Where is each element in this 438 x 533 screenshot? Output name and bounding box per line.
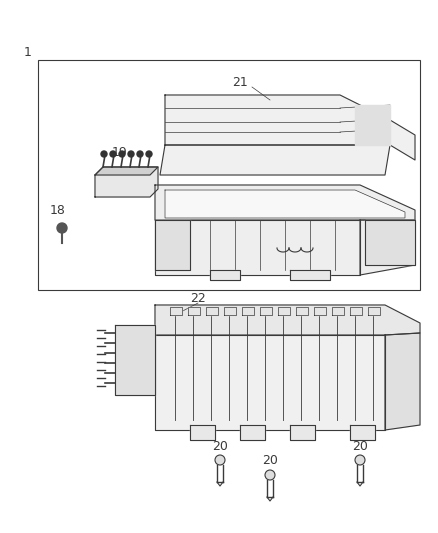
- Polygon shape: [242, 307, 254, 315]
- Polygon shape: [95, 167, 158, 197]
- Polygon shape: [210, 270, 240, 280]
- Polygon shape: [155, 220, 190, 270]
- Polygon shape: [332, 307, 344, 315]
- Polygon shape: [290, 270, 330, 280]
- Circle shape: [101, 151, 107, 157]
- Polygon shape: [360, 220, 415, 275]
- Text: 18: 18: [50, 204, 66, 216]
- Polygon shape: [115, 325, 155, 395]
- Polygon shape: [170, 307, 182, 315]
- Bar: [38, 60, 420, 290]
- Circle shape: [110, 151, 116, 157]
- Circle shape: [215, 455, 225, 465]
- Polygon shape: [155, 335, 385, 430]
- Polygon shape: [165, 95, 390, 145]
- Circle shape: [57, 223, 67, 233]
- Polygon shape: [240, 425, 265, 440]
- Circle shape: [355, 455, 365, 465]
- Polygon shape: [155, 185, 415, 220]
- Polygon shape: [155, 220, 360, 275]
- Text: 20: 20: [212, 440, 228, 453]
- Circle shape: [137, 151, 143, 157]
- Text: 20: 20: [352, 440, 368, 453]
- Polygon shape: [95, 167, 158, 175]
- Text: 1: 1: [24, 45, 32, 59]
- Polygon shape: [160, 145, 390, 175]
- Text: 21: 21: [232, 76, 248, 88]
- Polygon shape: [206, 307, 218, 315]
- Polygon shape: [188, 307, 200, 315]
- Circle shape: [128, 151, 134, 157]
- Text: 20: 20: [262, 455, 278, 467]
- Polygon shape: [260, 307, 272, 315]
- Polygon shape: [368, 307, 380, 315]
- Polygon shape: [350, 307, 362, 315]
- Polygon shape: [350, 425, 375, 440]
- Polygon shape: [390, 120, 415, 160]
- Circle shape: [119, 151, 125, 157]
- Polygon shape: [296, 307, 308, 315]
- Text: 19: 19: [112, 147, 128, 159]
- Polygon shape: [290, 425, 315, 440]
- Polygon shape: [355, 105, 390, 145]
- Polygon shape: [314, 307, 326, 315]
- Polygon shape: [190, 425, 215, 440]
- Circle shape: [146, 151, 152, 157]
- Circle shape: [265, 470, 275, 480]
- Polygon shape: [278, 307, 290, 315]
- Polygon shape: [155, 305, 420, 335]
- Text: 22: 22: [190, 292, 206, 304]
- Polygon shape: [365, 220, 415, 265]
- Polygon shape: [165, 190, 405, 218]
- Polygon shape: [224, 307, 236, 315]
- Polygon shape: [385, 333, 420, 430]
